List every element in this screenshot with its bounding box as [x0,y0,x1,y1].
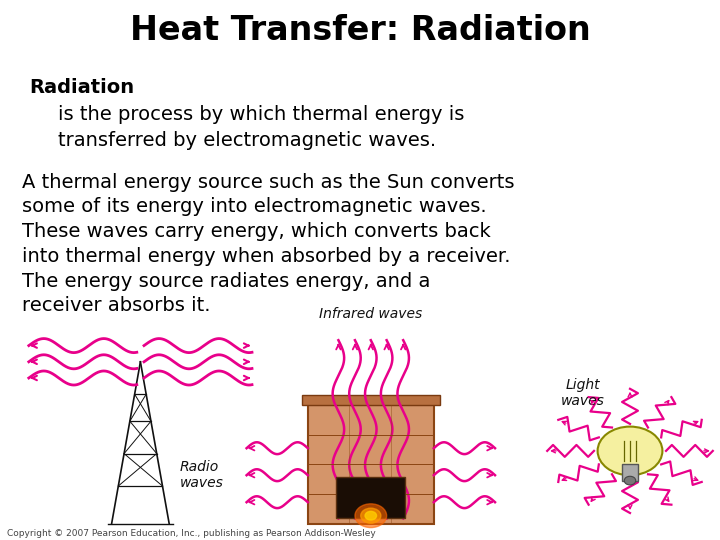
Circle shape [624,476,636,485]
Circle shape [355,504,387,528]
Text: Infrared waves: Infrared waves [319,307,423,321]
Circle shape [361,508,381,523]
Text: Light
waves: Light waves [562,377,605,408]
Text: Copyright © 2007 Pearson Education, Inc., publishing as Pearson Addison-Wesley: Copyright © 2007 Pearson Education, Inc.… [7,529,376,538]
Bar [308,405,434,524]
Text: is the process by which thermal energy is
transferred by electromagnetic waves.: is the process by which thermal energy i… [58,105,464,150]
Text: Radio
waves: Radio waves [180,460,224,490]
Bar [302,395,439,405]
Circle shape [598,427,662,475]
Text: Heat Transfer: Radiation: Heat Transfer: Radiation [130,14,590,46]
Text: A thermal energy source such as the Sun converts
some of its energy into electro: A thermal energy source such as the Sun … [22,173,514,315]
Circle shape [365,511,377,520]
Bar [622,464,638,481]
Bar [336,477,405,518]
Text: Radiation: Radiation [29,78,134,97]
